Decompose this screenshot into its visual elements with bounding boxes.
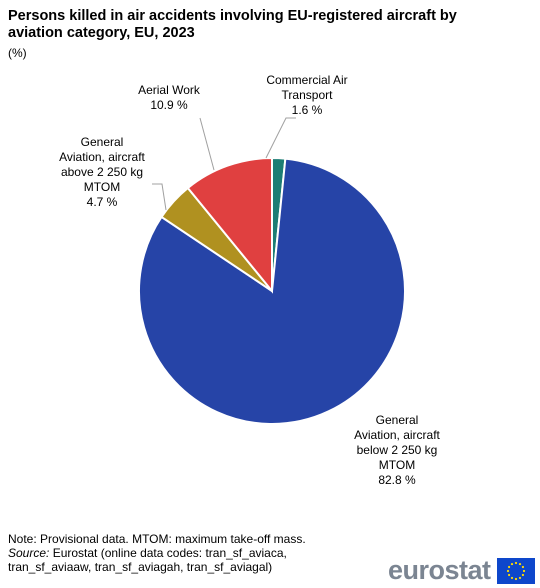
leader-line (199, 117, 215, 171)
slice-label: Aerial Work 10.9 % (138, 83, 201, 112)
source-text: Source: Eurostat (online data codes: tra… (8, 546, 368, 574)
source-codes: Eurostat (online data codes: tran_sf_avi… (8, 546, 287, 574)
pie-slice (186, 156, 273, 294)
slice-label: Commercial Air Transport 1.6 % (266, 73, 347, 117)
eurostat-wordmark: eurostat (388, 555, 491, 585)
pie-chart: Commercial Air Transport 1.6 % General Aviat… (59, 73, 440, 487)
eu-flag-icon (496, 557, 535, 584)
eurostat-logo: eurostat (388, 557, 535, 584)
slice-label: General Aviation, aircraft above 2 250 kg M… (59, 135, 145, 209)
note-text: Note: Provisional data. MTOM: maximum ta… (8, 532, 306, 546)
source-label: Source: (8, 546, 50, 560)
slice-label: General Aviation, aircraft below 2 250 kg M… (354, 413, 440, 487)
chart-footnote: Note: Provisional data. MTOM: maximum ta… (8, 532, 368, 574)
leader-line (265, 117, 296, 159)
chart-unit: (%) (8, 46, 27, 60)
leader-line (152, 183, 167, 211)
chart-title: Persons killed in air accidents involvin… (8, 8, 457, 41)
